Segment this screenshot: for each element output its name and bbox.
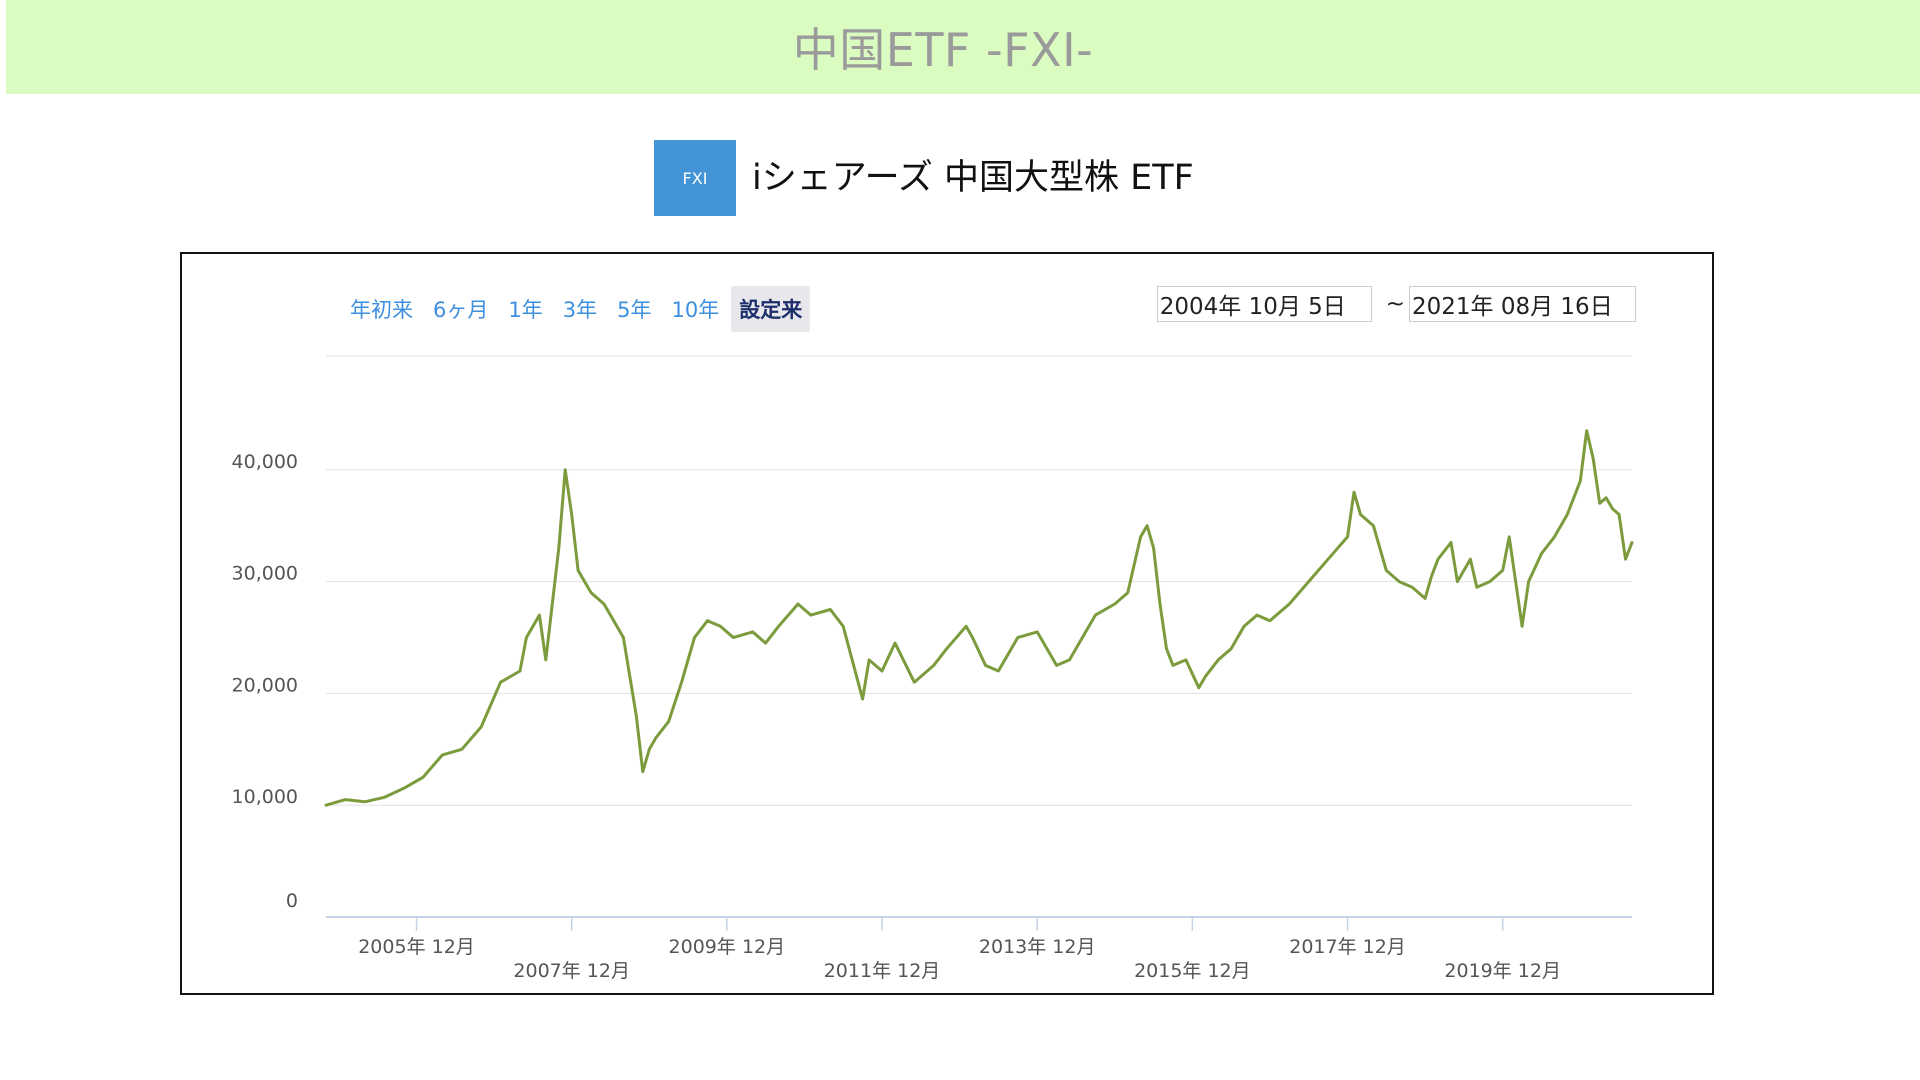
page-title: 中国ETF -FXI-: [792, 23, 1094, 77]
series-line: [324, 429, 1634, 807]
x-tick-label: 2017年 12月: [1289, 936, 1406, 958]
x-tick-label: 2005年 12月: [358, 936, 475, 958]
y-tick-label: 10,000: [232, 786, 298, 808]
y-tick-label: 20,000: [232, 674, 298, 696]
date-range: ~: [1156, 286, 1636, 322]
range-selector: 年初来 6ヶ月 1年 3年 5年 10年 設定来: [342, 286, 814, 332]
ticker-badge: FXI: [654, 140, 736, 216]
range-5y-button[interactable]: 5年: [617, 298, 652, 322]
range-3y-button[interactable]: 3年: [562, 298, 598, 322]
x-tick-label: 2019年 12月: [1444, 960, 1561, 982]
x-tick-label: 2015年 12月: [1134, 960, 1251, 982]
x-tick-label: 2007年 12月: [513, 960, 630, 982]
x-tick-label: 2011年 12月: [824, 960, 941, 982]
from-date-input[interactable]: [1156, 286, 1372, 322]
x-tick-label: 2013年 12月: [979, 936, 1096, 958]
fund-name: iシェアーズ 中国大型株 ETF: [752, 158, 1194, 198]
range-10y-button[interactable]: 10年: [671, 298, 720, 322]
page-banner: 中国ETF -FXI-: [6, 0, 1920, 94]
y-tick-label: 40,000: [232, 451, 298, 473]
x-tick-label: 2009年 12月: [669, 936, 786, 958]
date-separator: ~: [1385, 291, 1405, 317]
y-tick-label: 0: [286, 890, 298, 912]
range-all-button[interactable]: 設定来: [731, 286, 811, 332]
to-date-input[interactable]: [1409, 286, 1636, 322]
range-1y-button[interactable]: 1年: [508, 298, 543, 322]
price-chart: 0 10,000 20,000 30,000 40,000 2005年 12月 2007年 …: [232, 355, 1634, 982]
range-6m-button[interactable]: 6ヶ月: [433, 298, 489, 322]
range-ytd-button[interactable]: 年初来: [350, 298, 413, 322]
chart-panel: 年初来 6ヶ月 1年 3年 5年 10年 設定来 ~ 0 10,000 20,000…: [180, 252, 1714, 995]
y-tick-label: 30,000: [232, 563, 298, 585]
